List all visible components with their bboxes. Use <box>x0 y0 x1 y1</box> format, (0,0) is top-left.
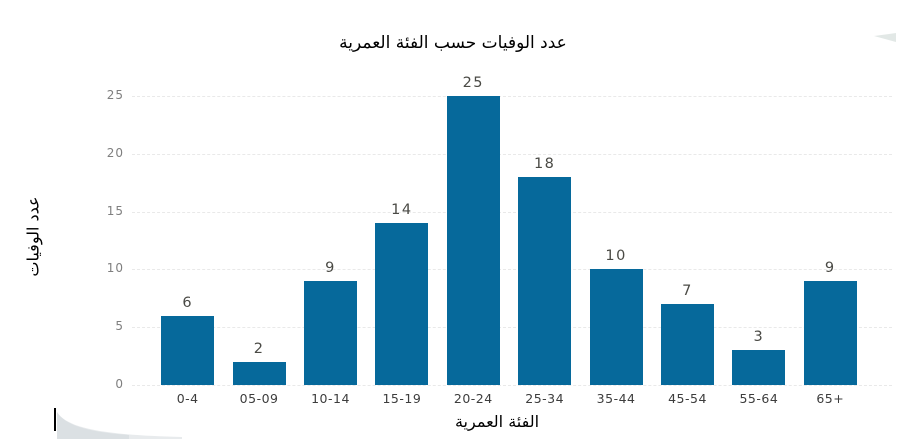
bar-value-label-0-4: 6 <box>182 294 194 311</box>
y-tick-label-0: 0 <box>115 377 124 391</box>
gridline-y-5 <box>132 327 892 329</box>
bar-65+ <box>803 280 857 385</box>
plot-area: 6 2 9 14 25 18 10 7 3 9 <box>132 75 892 386</box>
y-tick-label-15: 15 <box>106 203 124 218</box>
x-category-label-20-24: 20-24 <box>453 391 493 406</box>
x-category-label-05-09: 05-09 <box>239 391 279 406</box>
bar-35-44 <box>589 269 643 385</box>
gridline-y-0 <box>132 385 892 386</box>
y-tick-label-25: 25 <box>106 88 124 102</box>
y-tick-label-20: 20 <box>106 145 124 160</box>
x-category-label-15-19: 15-19 <box>382 391 422 406</box>
gridline-y-25 <box>132 96 892 97</box>
text-cursor-artifact <box>54 408 56 431</box>
x-category-label-10-14: 10-14 <box>311 391 350 406</box>
bar-value-label-25-34: 18 <box>533 155 556 172</box>
bar-value-label-10-14: 9 <box>325 259 336 276</box>
bar-45-54 <box>661 304 714 385</box>
bar-value-label-65+: 9 <box>824 259 836 276</box>
gridline-y-20 <box>132 153 892 155</box>
bar-value-label-45-54: 7 <box>682 283 693 300</box>
bar-55-64 <box>732 350 786 385</box>
x-category-label-25-34: 25-34 <box>525 391 565 406</box>
x-category-label-45-54: 45-54 <box>668 391 707 406</box>
x-category-label-65+: 65+ <box>816 391 845 406</box>
x-category-label-0-4: 0-4 <box>176 391 199 406</box>
bar-25-34 <box>518 176 572 385</box>
bar-15-19 <box>375 223 429 385</box>
bar-value-label-35-44: 10 <box>605 248 627 265</box>
gridline-y-15 <box>132 211 892 213</box>
y-tick-label-5: 5 <box>115 319 124 334</box>
bar-0-4 <box>161 315 215 385</box>
y-axis-title: عدد الوفيات <box>23 196 43 277</box>
folded-corner-artifact <box>874 33 896 42</box>
bar-value-label-15-19: 14 <box>391 202 413 219</box>
x-axis-title: الفئة العمرية <box>454 412 540 431</box>
x-category-label-35-44: 35-44 <box>596 391 636 406</box>
chart-title: عدد الوفيات حسب الفئة العمرية <box>339 33 567 53</box>
bar-05-09 <box>232 361 286 385</box>
gridline-y-10 <box>132 269 892 271</box>
bar-20-24 <box>446 96 500 385</box>
page-curl-shadow <box>57 412 182 439</box>
bar-value-label-05-09: 2 <box>253 340 265 357</box>
bar-value-label-55-64: 3 <box>753 329 765 346</box>
bar-10-14 <box>304 280 357 385</box>
x-category-label-55-64: 55-64 <box>739 391 779 406</box>
y-tick-label-10: 10 <box>106 261 124 276</box>
bar-value-label-20-24: 25 <box>462 75 485 91</box>
